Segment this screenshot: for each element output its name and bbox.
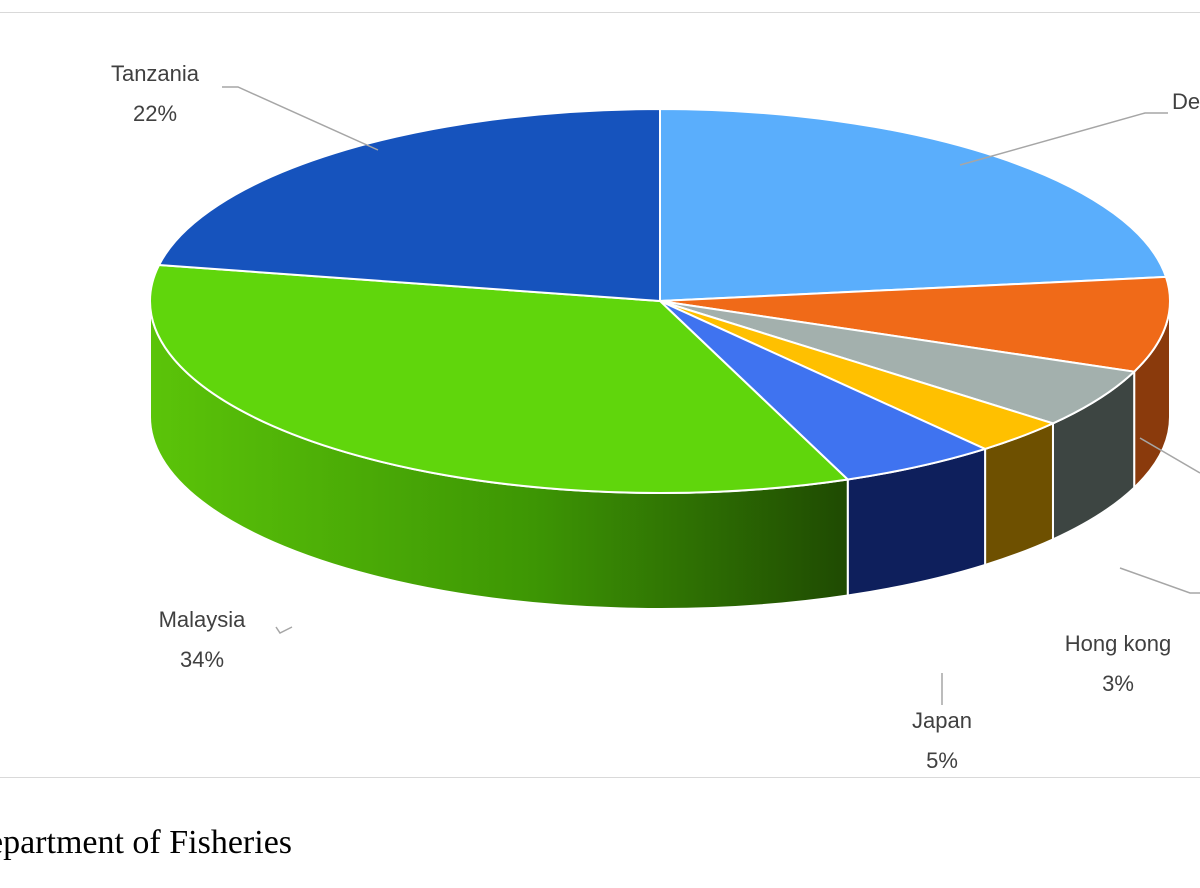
- leader-line-malaysia: [275, 626, 293, 634]
- chart-area: De Hong kong 3% Japan 5% Malaysia 34% Tanzania 2…: [0, 12, 1200, 778]
- slice-unlabeled-2: [659, 300, 1137, 425]
- slice-malaysia-5: [149, 263, 850, 494]
- slice-tanzania-6: [157, 107, 661, 303]
- slice-percent-japan: 5%: [926, 748, 958, 773]
- slice-label-hong-kong: Hong kong: [1065, 631, 1171, 656]
- leader-line-cropped-0: [1139, 437, 1200, 474]
- slice-percent-hong-kong: 3%: [1102, 671, 1134, 696]
- slice-label-malaysia: Malaysia: [159, 607, 247, 632]
- slice-unlabeled-1: [659, 275, 1171, 373]
- leader-line-de: [959, 112, 1168, 166]
- slice-label-japan: Japan: [912, 708, 972, 733]
- slice-percent-tanzania: 22%: [133, 101, 177, 126]
- slice-de-0: [659, 107, 1168, 303]
- slice-percent-malaysia: 34%: [180, 647, 224, 672]
- pie-chart: De Hong kong 3% Japan 5% Malaysia 34% Tanzania 2…: [111, 61, 1200, 773]
- slice-label-tanzania: Tanzania: [111, 61, 200, 86]
- slice-label-de: De: [1172, 89, 1200, 114]
- leader-line-tanzania: [222, 86, 379, 151]
- leader-line-cropped-1: [1119, 567, 1200, 594]
- slice-japan-4: [659, 300, 988, 481]
- source-caption: epartment of Fisheries: [0, 824, 293, 861]
